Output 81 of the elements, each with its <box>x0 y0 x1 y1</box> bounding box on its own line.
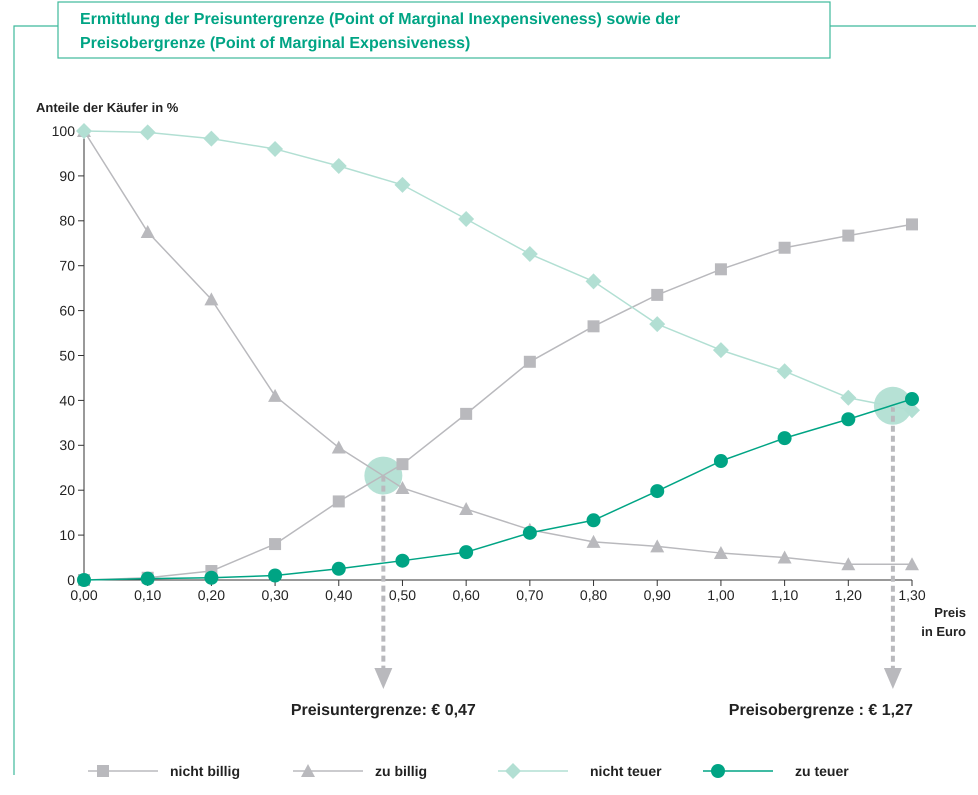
y-tick-label: 90 <box>59 168 76 184</box>
point <box>460 408 472 420</box>
point <box>778 242 791 254</box>
point <box>459 502 474 516</box>
point <box>204 292 218 306</box>
x-tick-label: 1,00 <box>707 587 735 603</box>
point <box>524 356 536 368</box>
point <box>394 176 410 193</box>
point <box>330 158 347 174</box>
point <box>714 454 728 468</box>
point <box>140 124 156 140</box>
x-tick-label: 0,90 <box>644 587 672 603</box>
point <box>203 130 220 147</box>
x-tick-label: 0,00 <box>70 587 98 603</box>
point <box>140 225 155 238</box>
y-tick-label: 40 <box>59 392 76 408</box>
x-tick-label: 0,80 <box>580 587 608 603</box>
point <box>396 458 408 470</box>
x-tick-label: 0,60 <box>452 587 480 603</box>
point <box>906 218 918 230</box>
x-tick-label: 0,50 <box>388 587 416 603</box>
y-tick-label: 50 <box>59 347 76 364</box>
point <box>395 480 410 494</box>
point <box>840 390 856 406</box>
point <box>588 320 600 332</box>
point <box>332 495 345 508</box>
x-tick-label: 0,40 <box>325 587 353 603</box>
legend-label: zu billig <box>375 762 428 779</box>
point <box>841 412 856 426</box>
y-tick-label: 60 <box>59 302 76 318</box>
point <box>268 388 282 402</box>
point <box>842 230 854 242</box>
point <box>712 342 729 358</box>
point <box>458 211 474 228</box>
ref-line-label: Preisuntergrenze: € 0,47 <box>290 702 476 719</box>
y-tick-label: 100 <box>52 122 76 139</box>
point <box>651 288 664 301</box>
point <box>776 363 793 380</box>
y-tick-label: 10 <box>59 527 76 543</box>
legend-label: nicht teuer <box>590 762 662 779</box>
x-tick-label: 0,30 <box>261 587 289 603</box>
x-tick-label: 1,10 <box>770 587 798 603</box>
point <box>586 273 602 290</box>
point <box>332 440 346 454</box>
point <box>714 546 728 560</box>
point <box>586 513 601 528</box>
y-tick-label: 30 <box>59 437 76 454</box>
point <box>586 534 601 548</box>
point <box>332 562 346 576</box>
y-tick-label: 0 <box>67 572 76 588</box>
point <box>267 140 284 157</box>
point <box>268 568 282 583</box>
point <box>714 263 727 276</box>
x-axis-title: Preis in Euro <box>921 605 966 639</box>
y-tick-label: 70 <box>59 258 76 274</box>
point <box>269 538 282 550</box>
chart-title: Ermittlung der Preisuntergrenze (Point of Marginal Inexpensiveness) sowie der Preisobergrenze (Point of Marginal Expensiveness) <box>80 11 680 52</box>
x-tick-label: 0,70 <box>516 587 544 603</box>
point <box>522 246 538 262</box>
point <box>204 570 218 585</box>
x-tick-label: 0,10 <box>134 587 162 603</box>
y-tick-label: 20 <box>59 482 76 498</box>
point <box>649 316 666 332</box>
point <box>841 557 856 570</box>
point <box>650 539 664 552</box>
point <box>395 554 410 568</box>
point <box>522 526 537 540</box>
point <box>905 557 919 570</box>
point <box>778 550 792 564</box>
point <box>905 392 919 406</box>
legend-label: nicht billig <box>170 762 240 779</box>
x-tick-label: 0,20 <box>198 587 226 603</box>
ref-line-label: Preisobergrenze : € 1,27 <box>728 702 913 719</box>
point <box>778 431 792 446</box>
x-tick-label: 1,30 <box>898 587 926 603</box>
y-tick-label: 80 <box>59 212 76 229</box>
point <box>459 545 474 560</box>
point <box>650 484 664 498</box>
legend-label: zu teuer <box>795 762 850 779</box>
y-axis-title: Anteile der Käufer in % <box>36 100 179 115</box>
x-tick-label: 1,20 <box>834 587 862 603</box>
